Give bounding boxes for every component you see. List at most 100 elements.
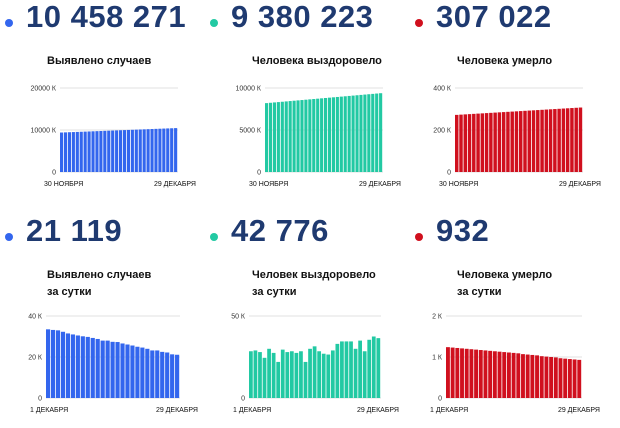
bar — [299, 351, 303, 398]
bar — [103, 130, 107, 172]
x-label-start: 30 НОЯБРЯ — [439, 181, 478, 188]
bar — [253, 350, 258, 398]
bar — [60, 331, 66, 398]
total-deaths-value: 307 022 — [436, 0, 552, 34]
bar — [506, 111, 510, 172]
y-tick-label: 0 — [241, 396, 245, 403]
bar — [525, 354, 530, 398]
bar — [514, 111, 519, 172]
bar — [502, 352, 507, 398]
bullet-dot-teal — [210, 19, 218, 27]
bar — [70, 334, 75, 398]
bar — [140, 347, 145, 398]
bullet-dot-blue — [5, 19, 13, 27]
bar — [80, 336, 85, 398]
bar — [300, 100, 304, 172]
bar — [358, 340, 362, 398]
x-label-start: 30 НОЯБРЯ — [44, 181, 83, 188]
bar — [321, 353, 326, 398]
bar — [344, 341, 349, 398]
total-cases-value: 10 458 271 — [26, 0, 187, 34]
y-tick-label: 0 — [447, 170, 451, 177]
bar — [271, 352, 276, 398]
bar — [501, 112, 506, 172]
bar — [146, 129, 150, 172]
bar — [50, 329, 56, 398]
daily-deaths-value: 932 — [436, 213, 490, 248]
bar — [375, 93, 379, 172]
y-tick-label: 40 К — [28, 314, 43, 321]
bar — [446, 347, 450, 398]
bar — [327, 97, 332, 172]
bar — [335, 343, 340, 398]
bar — [154, 128, 158, 172]
bar — [170, 128, 174, 172]
bar — [519, 111, 523, 172]
bar — [130, 345, 135, 398]
bar — [85, 336, 90, 398]
bar — [115, 130, 119, 172]
bar — [570, 108, 574, 172]
bar — [308, 99, 312, 172]
bar — [497, 351, 502, 398]
bar — [489, 112, 493, 172]
bar — [267, 348, 271, 398]
bar — [280, 101, 284, 172]
bar — [339, 96, 343, 172]
bar — [296, 100, 300, 172]
bar — [138, 129, 142, 172]
bar — [553, 357, 558, 398]
x-label-start: 1 ДЕКАБРЯ — [233, 407, 271, 414]
y-tick-label: 1 К — [432, 355, 443, 362]
bar — [119, 130, 123, 172]
panel-total-recovered: 9 380 223 Человека выздоровело 0 5000 К 10… — [205, 0, 410, 210]
bar — [530, 354, 535, 398]
bar — [476, 113, 480, 172]
bar — [349, 341, 353, 398]
bar — [353, 348, 358, 398]
label-line1: Человека умерло — [457, 269, 553, 281]
bar — [268, 102, 273, 172]
bar — [272, 102, 276, 172]
bar — [99, 130, 103, 172]
bar — [55, 330, 61, 398]
bar — [115, 342, 120, 398]
y-tick-label: 50 К — [231, 314, 246, 321]
total-deaths-chart: 0 200 К 400 К 30 НОЯБРЯ 29 ДЕКАБРЯ — [433, 86, 601, 189]
bar — [150, 129, 154, 172]
bar — [120, 343, 125, 398]
daily-recovered-label: Человек выздоровело за сутки — [252, 267, 376, 301]
bar — [492, 351, 497, 398]
bar — [107, 130, 111, 172]
bar — [46, 329, 51, 398]
bar — [249, 351, 253, 398]
bullet-dot-teal — [210, 233, 218, 241]
bar — [87, 131, 91, 172]
bar — [523, 110, 527, 172]
bar — [535, 355, 539, 398]
bar — [561, 108, 566, 172]
panel-daily-recovered: 42 776 Человек выздоровело за сутки 0 50 … — [205, 213, 410, 424]
bar — [91, 131, 95, 172]
label-line2: за сутки — [47, 286, 92, 298]
bar — [347, 95, 351, 172]
bar — [90, 337, 95, 398]
bar — [511, 352, 516, 398]
bar — [130, 129, 134, 172]
bar — [376, 338, 381, 398]
bar — [303, 361, 308, 398]
bar — [326, 354, 331, 398]
x-label-end: 29 ДЕКАБРЯ — [156, 407, 198, 414]
bar — [320, 98, 324, 172]
bar — [134, 129, 138, 172]
bar — [330, 350, 335, 398]
y-tick-label: 2 К — [432, 314, 443, 321]
bar — [455, 114, 459, 172]
bar — [258, 352, 262, 398]
bar — [359, 94, 363, 172]
bar — [467, 114, 472, 172]
bar — [95, 338, 100, 398]
bar — [160, 351, 165, 398]
bar — [540, 109, 544, 172]
